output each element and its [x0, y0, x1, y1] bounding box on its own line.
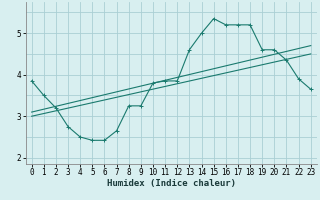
X-axis label: Humidex (Indice chaleur): Humidex (Indice chaleur) — [107, 179, 236, 188]
